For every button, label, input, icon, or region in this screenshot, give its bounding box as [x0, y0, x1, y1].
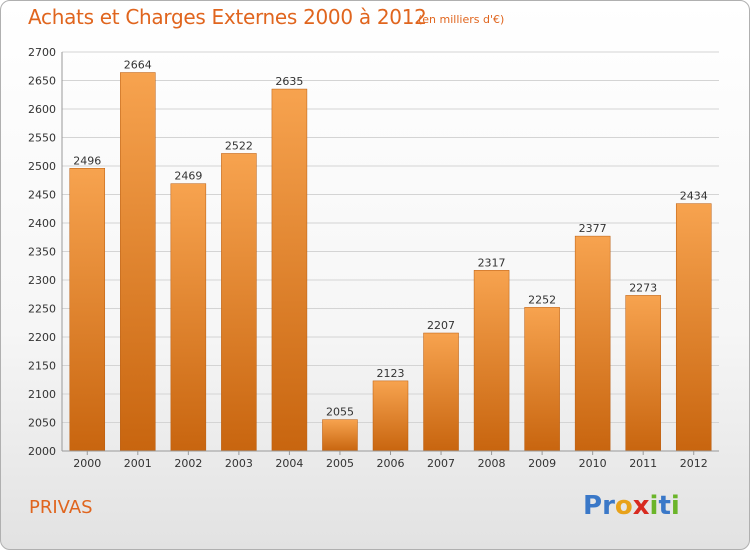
bar-2006	[372, 380, 409, 452]
logo-letter: o	[614, 491, 633, 521]
y-tick-label: 2400	[28, 217, 56, 230]
x-tick-label-2003: 2003	[225, 457, 253, 470]
value-label-2005: 2055	[326, 406, 354, 419]
y-tick-label: 2300	[28, 274, 56, 287]
bar-2001	[120, 72, 156, 452]
chart-title: Achats et Charges Externes 2000 à 2012	[28, 5, 427, 29]
x-tick-label-2000: 2000	[73, 457, 101, 470]
x-tick-label-2006: 2006	[377, 457, 405, 470]
bar-2005	[322, 419, 358, 452]
y-tick-label: 2100	[28, 388, 56, 401]
value-label-2007: 2207	[427, 319, 455, 332]
logo-letter: x	[632, 491, 650, 521]
bar-2000	[69, 168, 106, 452]
x-tick-label-2010: 2010	[579, 457, 607, 470]
bar-2002	[170, 183, 207, 452]
value-label-2006: 2123	[377, 367, 405, 380]
chart-subtitle: (en milliers d'€)	[418, 13, 505, 26]
y-tick-label: 2000	[28, 445, 56, 458]
x-tick-label-2004: 2004	[275, 457, 303, 470]
value-label-2008: 2317	[478, 256, 506, 269]
y-tick-label: 2550	[28, 132, 56, 145]
y-tick-label: 2650	[28, 75, 56, 88]
y-tick-label: 2600	[28, 103, 56, 116]
bar-2009	[524, 307, 560, 452]
x-tick-label-2008: 2008	[478, 457, 506, 470]
bar-2008	[473, 270, 510, 452]
y-tick-label: 2700	[28, 46, 56, 59]
x-tick-label-2011: 2011	[629, 457, 657, 470]
value-label-2011: 2273	[629, 281, 657, 294]
x-tick-label-2007: 2007	[427, 457, 455, 470]
y-tick-label: 2450	[28, 189, 56, 202]
city-name: PRIVAS	[29, 497, 93, 518]
logo-letter: i	[649, 491, 659, 521]
logo-letter: i	[670, 491, 680, 521]
y-tick-label: 2050	[28, 417, 56, 430]
y-tick-label: 2500	[28, 160, 56, 173]
bar-2011	[625, 295, 661, 452]
bar-2012	[675, 203, 712, 452]
value-label-2001: 2664	[124, 59, 152, 72]
logo-letter: t	[658, 491, 671, 521]
value-label-2002: 2469	[174, 170, 202, 183]
x-tick-label-2002: 2002	[174, 457, 202, 470]
value-label-2004: 2635	[275, 75, 303, 88]
value-label-2003: 2522	[225, 139, 253, 152]
proxiti-logo: Proxiti	[583, 491, 680, 521]
y-tick-label: 2200	[28, 331, 56, 344]
y-tick-label: 2350	[28, 246, 56, 259]
bar-2004	[271, 88, 308, 452]
x-tick-label-2009: 2009	[528, 457, 556, 470]
y-tick-label: 2250	[28, 303, 56, 316]
value-label-2000: 2496	[73, 154, 101, 167]
logo-letter: r	[602, 491, 615, 521]
x-tick-label-2001: 2001	[124, 457, 152, 470]
value-label-2012: 2434	[680, 190, 708, 203]
y-tick-label: 2150	[28, 360, 56, 373]
bar-2007	[423, 332, 459, 452]
bar-2010	[574, 235, 611, 452]
logo-letter: P	[583, 491, 603, 521]
value-label-2010: 2377	[579, 222, 607, 235]
x-tick-label-2005: 2005	[326, 457, 354, 470]
bar-2003	[221, 153, 257, 452]
value-label-2009: 2252	[528, 293, 556, 306]
x-tick-label-2012: 2012	[680, 457, 708, 470]
